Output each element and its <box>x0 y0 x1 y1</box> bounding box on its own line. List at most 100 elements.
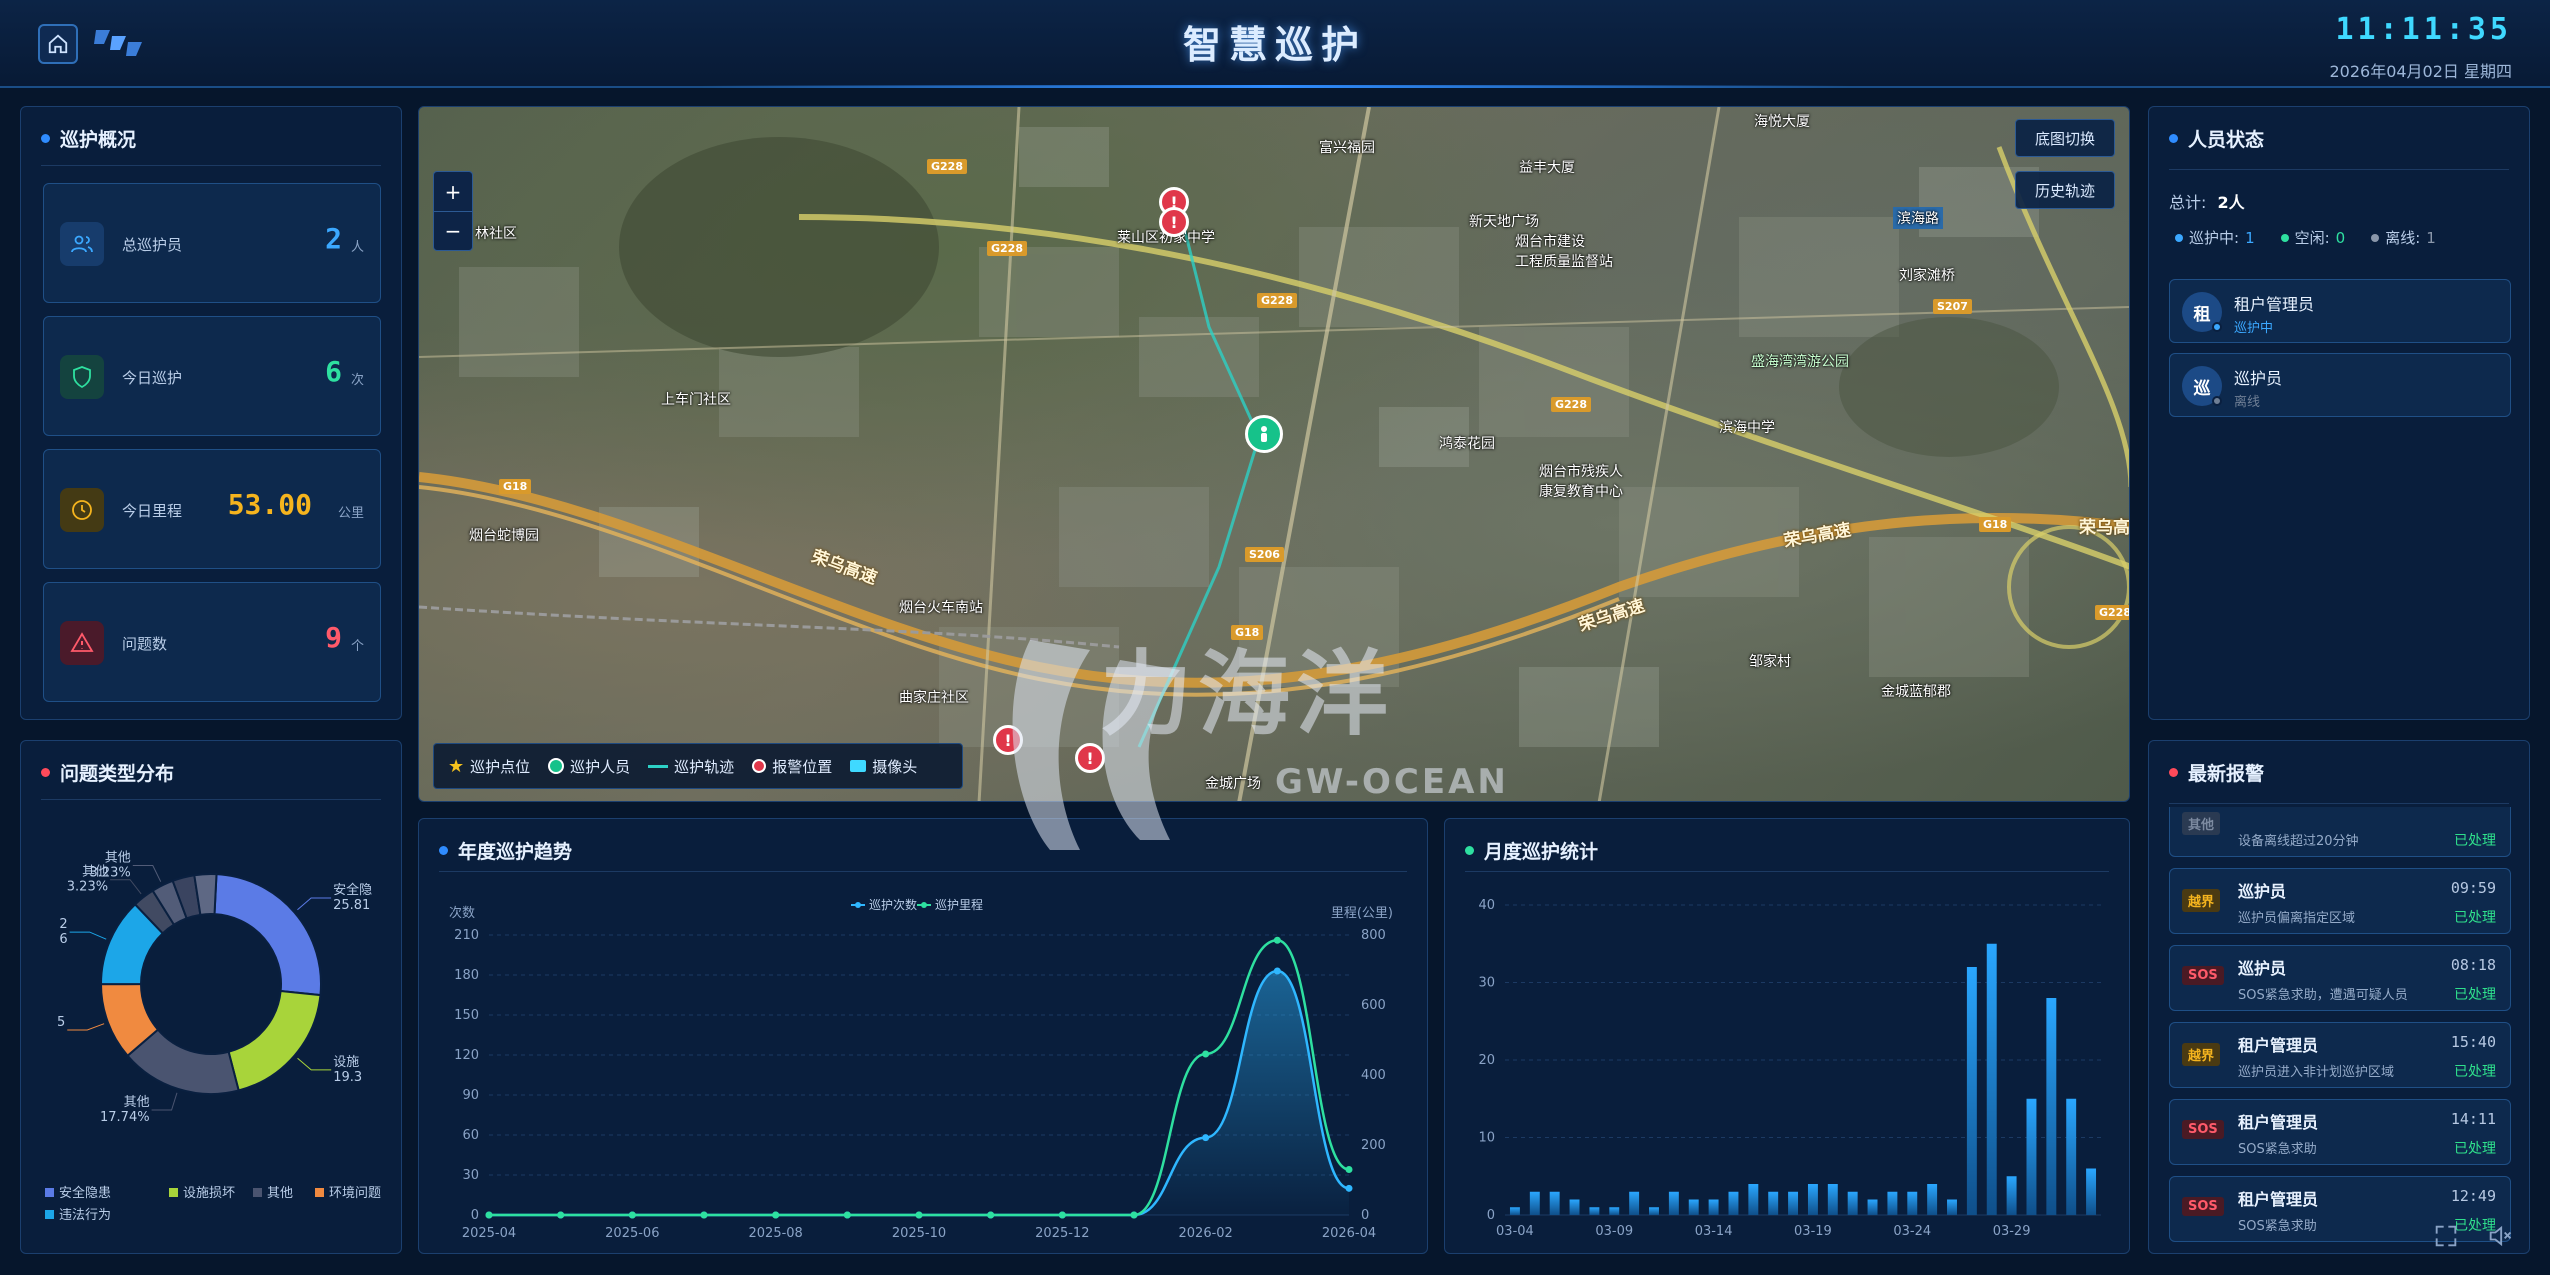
legend-swatch <box>45 1188 54 1197</box>
pie-slice <box>227 989 322 1092</box>
alarm-desc: 巡护员进入非计划巡护区域 <box>2238 1065 2395 1080</box>
status-dot <box>2175 233 2183 242</box>
alarm-name: 巡护员 <box>2238 882 2287 901</box>
pie-slice <box>213 873 322 997</box>
home-button[interactable] <box>38 24 78 64</box>
y-tick: 10 <box>1478 1131 1495 1146</box>
alarm-item[interactable]: SOS 租户管理员 SOS紧急求助 12:49 已处理 <box>2169 1176 2511 1242</box>
legend-label: 巡护点位 <box>470 757 531 776</box>
data-point <box>1058 1211 1066 1219</box>
alarm-desc: SOS紧急求助，遭遇可疑人员 <box>2238 988 2408 1003</box>
alarm-item[interactable]: 其他 设备离线超过20分钟 已处理 <box>2169 807 2511 857</box>
history-track-button[interactable]: 历史轨迹 <box>2015 171 2115 209</box>
alarm-status: 已处理 <box>2454 1141 2496 1157</box>
basemap-switch-button[interactable]: 底图切换 <box>2015 119 2115 157</box>
title-dot <box>439 846 448 855</box>
y-tick-left: 150 <box>454 1008 479 1023</box>
issue-type-title-text: 问题类型分布 <box>60 763 175 785</box>
title-dot <box>41 134 50 143</box>
pie-label: 6 <box>59 932 67 947</box>
y-tick-left: 30 <box>462 1168 479 1183</box>
person-card[interactable]: 租 租户管理员 巡护中 <box>2169 279 2511 343</box>
alarm-panel: 最新报警 其他 设备离线超过20分钟 已处理 越界 巡护员 巡护员偏离指定区域 09:59 已… <box>2148 740 2530 1254</box>
alarm-item[interactable]: 越界 巡护员 巡护员偏离指定区域 09:59 已处理 <box>2169 868 2511 934</box>
data-point <box>557 1211 565 1219</box>
annual-trend-panel: 年度巡护趋势 次数 里程(公里) 0 30 60 90 120 150 180 210 0 200 40… <box>418 818 1428 1254</box>
bar <box>1947 1199 1957 1215</box>
ranger-marker[interactable] <box>1245 415 1283 453</box>
data-point <box>485 1211 493 1219</box>
watermark-text: 力海洋 <box>1100 641 1395 748</box>
alarm-marker[interactable]: ! <box>1075 743 1105 773</box>
legend-label: 巡护里程 <box>935 897 983 912</box>
map-legend: ★ 巡护点位 巡护人员 巡护轨迹 报警位置 摄像头 <box>433 743 963 789</box>
alarm-status: 已处理 <box>2454 1218 2496 1234</box>
stat-value: 2 <box>325 222 342 255</box>
pie-label: 5 <box>57 1015 65 1030</box>
monthly-stats-bar-chart: 0 10 20 30 40 03-04 03-09 03-14 03-19 03-24 03-29 <box>1478 898 2101 1239</box>
road-badge: G18 <box>1231 625 1264 640</box>
map-label: 海悦大厦 <box>1754 114 1810 130</box>
watermark-logo-icon <box>1012 640 1180 850</box>
bar <box>1728 1191 1739 1215</box>
alarm-desc: SOS紧急求助 <box>2238 1219 2317 1234</box>
personnel-total: 总计: 2人 <box>2169 189 2245 213</box>
alarm-marker[interactable]: ! <box>1159 207 1189 237</box>
clock-time: 11:11:35 <box>2335 12 2512 47</box>
bar <box>1688 1199 1699 1215</box>
pie-label-line <box>132 865 162 882</box>
alarm-item[interactable]: 越界 租户管理员 巡护员进入非计划巡护区域 15:40 已处理 <box>2169 1022 2511 1088</box>
mute-icon[interactable] <box>2486 1222 2514 1250</box>
data-point <box>1345 1184 1353 1192</box>
alarm-name: 巡护员 <box>2238 959 2287 978</box>
annual-trend-line-chart: 次数 里程(公里) 0 30 60 90 120 150 180 210 0 200 400 600 800… <box>449 897 1393 1241</box>
x-tick: 03-14 <box>1695 1224 1733 1239</box>
fullscreen-icon[interactable] <box>2432 1222 2460 1250</box>
bar <box>1807 1184 1818 1215</box>
alarm-time: 15:40 <box>2450 1033 2496 1051</box>
bar <box>1529 1191 1540 1215</box>
legend-label: 安全隐患 <box>59 1185 111 1201</box>
highway-label: 荣乌高速 <box>2079 518 2130 538</box>
pie-label: 安全隐 <box>333 882 372 898</box>
bar <box>1966 967 1977 1215</box>
zoom-out-button[interactable]: − <box>434 211 472 250</box>
pie-label: 设施 <box>333 1055 359 1070</box>
overview-panel: 巡护概况 总巡护员 2 人 今日巡护 6 次 今日里程 53.00 公里 问题数… <box>20 106 402 720</box>
data-point <box>1202 1134 1210 1142</box>
data-point <box>1273 936 1281 944</box>
pie-label: 其他 <box>82 865 108 880</box>
zoom-in-button[interactable]: + <box>444 179 462 204</box>
y-tick-right: 400 <box>1361 1068 1386 1083</box>
logo-icon <box>94 30 142 56</box>
person-name: 租户管理员 <box>2234 295 2315 314</box>
legend-dot <box>855 902 861 908</box>
map-label: 烟台市残疾人 <box>1539 464 1623 480</box>
data-point <box>1202 1050 1210 1058</box>
bar <box>1748 1184 1759 1215</box>
status-dot <box>2371 233 2380 242</box>
person-card[interactable]: 巡 巡护员 离线 <box>2169 353 2511 417</box>
camera-icon <box>850 760 867 772</box>
watermark-subtext: GW-OCEAN <box>1275 762 1509 802</box>
map-label: 金城广场 <box>1205 776 1261 792</box>
legend-alarm: 报警位置 <box>752 756 832 777</box>
title-dot <box>2169 768 2178 777</box>
bar <box>1649 1207 1659 1215</box>
stat-card-today-patrol: 今日巡护 6 次 <box>43 316 381 436</box>
shield-icon <box>60 355 104 399</box>
alarm-item[interactable]: SOS 巡护员 SOS紧急求助，遭遇可疑人员 08:18 已处理 <box>2169 945 2511 1011</box>
road-badge: S207 <box>1933 299 1972 314</box>
data-point <box>1273 967 1281 975</box>
star-icon: ★ <box>448 755 465 777</box>
road-badge: G18 <box>499 479 532 494</box>
patrol-map[interactable]: 海悦大厦 富兴福园 益丰大厦 莱山区初家中学 新天地广场 烟台市建设 工程质量监… <box>418 106 2130 802</box>
bar <box>1867 1199 1878 1215</box>
alarm-list[interactable]: 其他 设备离线超过20分钟 已处理越界 巡护员 巡护员偏离指定区域 09:59 已处理 SOS… <box>2149 807 2529 1253</box>
personnel-states: 巡护中: 1 空闲: 0 离线: 1 <box>2175 227 2436 248</box>
alarm-item[interactable]: SOS 租户管理员 SOS紧急求助 14:11 已处理 <box>2169 1099 2511 1165</box>
clock-icon <box>60 488 104 532</box>
x-tick: 2025-08 <box>749 1226 803 1241</box>
series-area <box>489 971 1349 1215</box>
clock-date: 2026年04月02日 星期四 <box>2329 62 2512 81</box>
